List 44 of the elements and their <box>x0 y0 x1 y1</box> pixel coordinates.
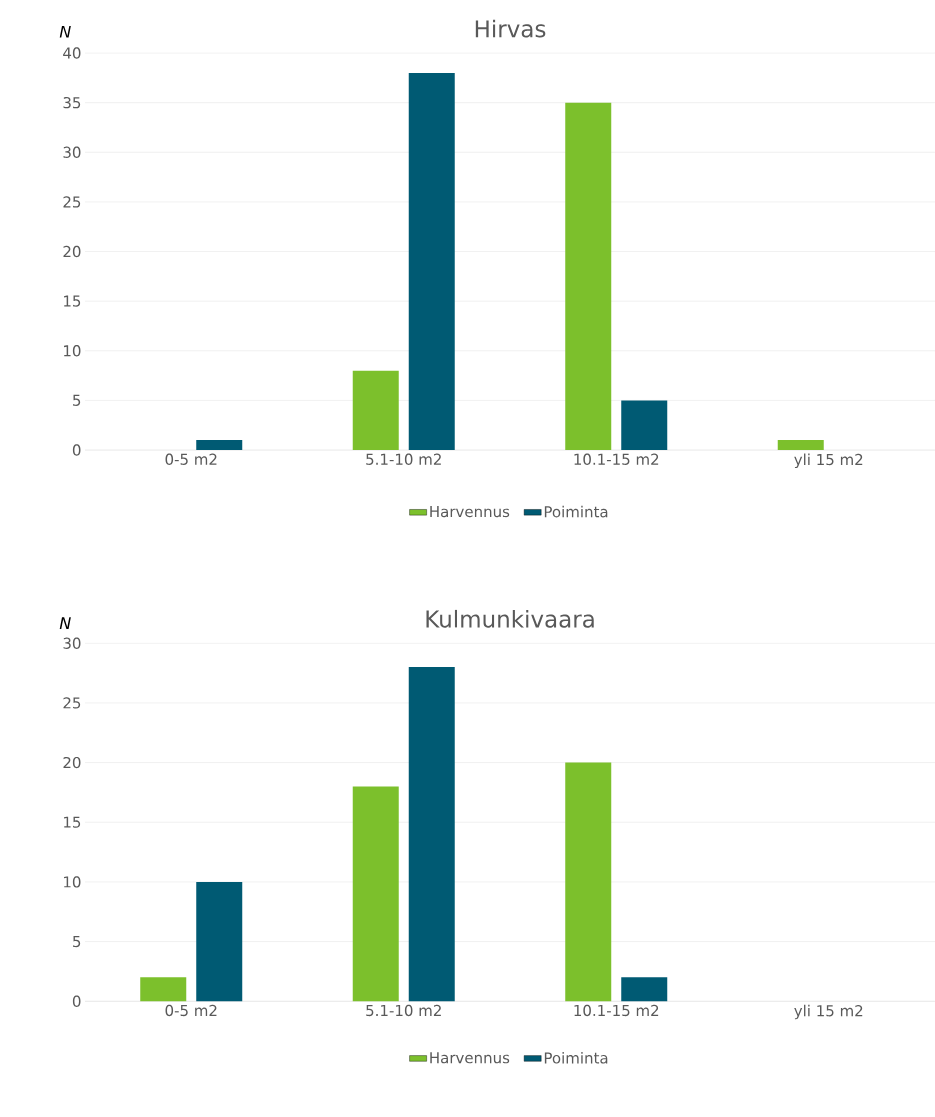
x-tick-label: yli 15 m2 <box>794 1004 863 1020</box>
y-tick-label: 40 <box>63 47 81 59</box>
y-tick-label: 25 <box>63 196 81 208</box>
x-tick-label: 10.1-15 m2 <box>574 453 659 465</box>
bar <box>565 762 612 1002</box>
y-tick-label: 0 <box>72 444 81 456</box>
y-tick-label: 10 <box>63 876 81 888</box>
bar <box>565 102 612 451</box>
legend-label: Poiminta <box>544 505 608 518</box>
y-tick-label: 25 <box>63 697 81 709</box>
bar <box>408 72 455 451</box>
y-tick-label: 30 <box>63 637 81 649</box>
x-tick-label: yli 15 m2 <box>794 453 863 469</box>
x-tick-label: 5.1-10 m2 <box>366 1004 441 1017</box>
bar <box>196 440 243 451</box>
y-tick-label: 20 <box>63 245 81 258</box>
y-tick-label: 15 <box>63 816 81 828</box>
bar <box>408 667 455 1002</box>
y-tick-label: 35 <box>63 97 81 109</box>
bar <box>621 977 668 1002</box>
y-axis-title: N <box>59 25 71 38</box>
y-tick-label: 0 <box>72 995 81 1007</box>
y-axis-title: N <box>59 617 71 629</box>
bar <box>352 786 399 1002</box>
y-tick-label: 5 <box>72 936 81 948</box>
y-tick-label: 5 <box>72 394 81 406</box>
legend-label: Harvennus <box>430 506 510 518</box>
y-tick-label: 15 <box>63 295 81 307</box>
chart-title: Kulmunkivaara <box>426 609 594 628</box>
bar <box>777 440 824 451</box>
bar <box>140 977 187 1002</box>
x-tick-label: 0-5 m2 <box>165 453 217 465</box>
x-tick-label: 5.1-10 m2 <box>366 453 441 465</box>
y-tick-label: 30 <box>63 146 81 158</box>
x-tick-label: 10.1-15 m2 <box>574 1004 659 1017</box>
chart-title: Hirvas <box>475 19 546 38</box>
bar <box>352 370 399 451</box>
y-tick-label: 20 <box>63 756 81 769</box>
bar <box>196 881 243 1002</box>
y-tick-label: 10 <box>63 345 81 357</box>
legend-label: Poiminta <box>544 1051 608 1064</box>
legend-label: Harvennus <box>430 1052 510 1064</box>
x-tick-label: 0-5 m2 <box>165 1004 217 1017</box>
bar <box>621 400 668 451</box>
